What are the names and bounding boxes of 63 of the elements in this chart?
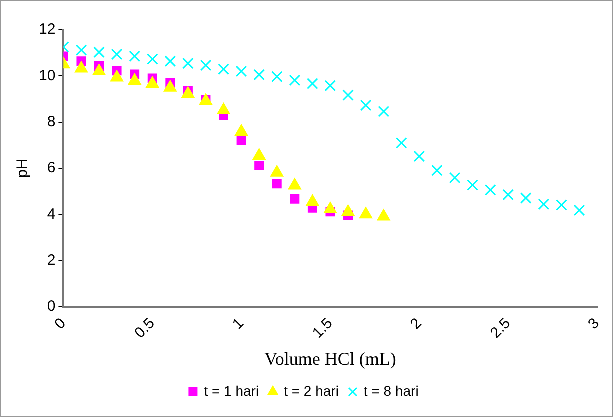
point <box>359 207 373 219</box>
x-axis-title: Volume HCl (mL) <box>264 348 396 369</box>
point <box>502 189 514 201</box>
point <box>236 66 248 78</box>
point <box>182 58 194 70</box>
point <box>218 64 230 76</box>
point <box>324 80 336 92</box>
point <box>431 164 443 176</box>
x-tick-label: 1.5 <box>309 315 336 342</box>
y-tick-label: 8 <box>47 113 56 130</box>
point <box>217 103 230 115</box>
point <box>146 54 158 66</box>
point <box>396 137 408 149</box>
y-tick-label: 12 <box>38 21 56 38</box>
x-tick-label: 1 <box>229 315 248 333</box>
point <box>111 48 123 60</box>
point <box>306 194 320 206</box>
point <box>254 69 266 81</box>
x-tick-label: 0.5 <box>132 315 158 342</box>
point <box>94 46 105 58</box>
point <box>288 178 302 190</box>
x-tick-label: 2.5 <box>487 315 514 342</box>
point <box>92 64 106 76</box>
point <box>290 194 300 204</box>
y-axis-title: pH <box>14 158 32 178</box>
point <box>449 172 461 184</box>
point <box>254 160 264 170</box>
point <box>574 204 586 216</box>
x-tick-label: 3 <box>585 315 604 333</box>
point <box>377 209 390 221</box>
point <box>378 106 390 118</box>
point <box>289 74 301 86</box>
point <box>270 165 284 177</box>
y-tick-label: 10 <box>38 67 56 84</box>
point <box>182 86 195 98</box>
y-tick-label: 4 <box>47 206 56 223</box>
point <box>271 71 283 83</box>
point <box>556 199 568 211</box>
point <box>520 192 532 204</box>
point <box>484 184 496 196</box>
point <box>76 44 88 56</box>
point <box>467 180 478 192</box>
point <box>342 204 355 216</box>
point <box>538 198 550 210</box>
point <box>236 136 246 146</box>
point <box>200 60 212 72</box>
x-tick-label: 2 <box>407 315 426 333</box>
point <box>306 78 318 90</box>
point <box>414 150 426 162</box>
point <box>129 50 141 62</box>
point <box>324 202 338 214</box>
point <box>164 56 176 68</box>
y-tick-label: 0 <box>47 298 56 316</box>
y-tick-label: 6 <box>47 160 56 177</box>
legend-label: t = 8 hari <box>364 382 419 399</box>
legend-label: t = 2 hari <box>284 382 339 399</box>
point <box>272 179 282 189</box>
legend-label: t = 1 hari <box>204 382 260 399</box>
point <box>252 148 266 160</box>
point <box>234 124 248 136</box>
point <box>360 100 372 112</box>
point <box>342 90 354 102</box>
y-tick-label: 2 <box>47 252 56 269</box>
